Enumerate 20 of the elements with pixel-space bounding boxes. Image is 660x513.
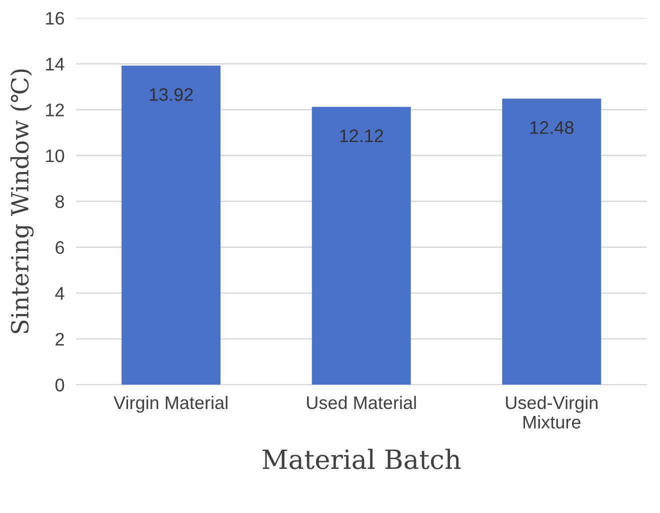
y-tick-label: 0 xyxy=(55,378,64,392)
x-tick-label: Used Material xyxy=(307,396,416,410)
y-tick-label: 14 xyxy=(46,58,64,70)
data-label: 12.12 xyxy=(340,129,384,142)
y-tick-label: 8 xyxy=(56,195,64,208)
y-axis-title: Sintering Window (℃) xyxy=(10,69,34,334)
bar xyxy=(122,66,221,385)
y-tick-label: 4 xyxy=(55,287,64,300)
y-tick-label: 6 xyxy=(56,241,64,254)
x-tick-label: Used-Virgin Mixture xyxy=(506,396,598,429)
data-label: 12.48 xyxy=(530,121,574,134)
y-tick-label: 2 xyxy=(56,332,64,346)
x-axis-title: Material Batch xyxy=(262,448,461,470)
bar xyxy=(312,106,411,385)
bar xyxy=(502,98,602,385)
y-tick-label: 10 xyxy=(46,149,64,162)
x-tick-label: Virgin Material xyxy=(114,396,228,413)
y-tick-label: 16 xyxy=(46,12,64,25)
y-tick-label: 12 xyxy=(46,104,64,116)
data-label: 13.92 xyxy=(150,88,193,101)
